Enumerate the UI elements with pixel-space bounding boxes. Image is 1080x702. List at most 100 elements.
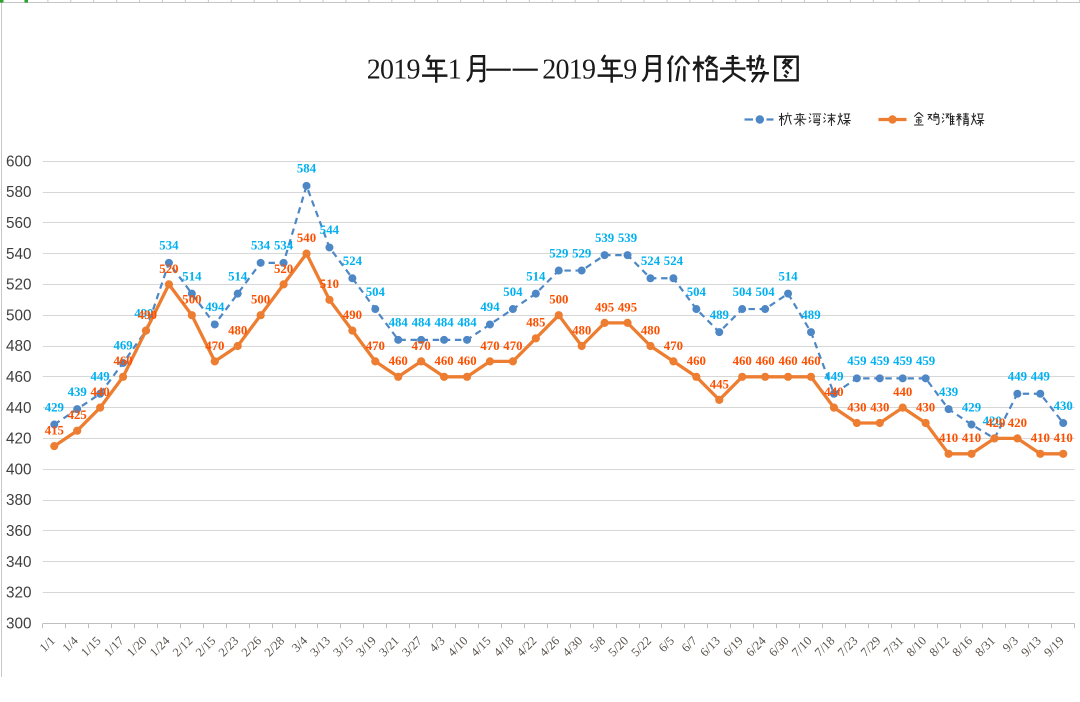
svg-text:544: 544 [320, 223, 340, 237]
svg-text:580: 580 [6, 184, 32, 201]
svg-text:484: 484 [412, 316, 432, 330]
svg-text:514: 514 [228, 269, 248, 283]
svg-text:429: 429 [962, 400, 981, 414]
svg-text:400: 400 [6, 461, 32, 478]
svg-text:485: 485 [526, 316, 545, 330]
svg-text:470: 470 [366, 339, 385, 353]
svg-text:340: 340 [6, 554, 32, 571]
svg-text:470: 470 [503, 339, 522, 353]
svg-text:534: 534 [251, 239, 271, 253]
svg-text:449: 449 [1008, 370, 1027, 384]
svg-text:459: 459 [870, 354, 889, 368]
svg-text:539: 539 [618, 231, 637, 245]
svg-text:449: 449 [90, 370, 109, 384]
svg-text:520: 520 [159, 262, 178, 276]
svg-text:514: 514 [778, 269, 798, 283]
svg-text:425: 425 [68, 408, 87, 422]
svg-text:460: 460 [434, 354, 453, 368]
svg-text:495: 495 [618, 300, 637, 314]
svg-text:484: 484 [389, 316, 409, 330]
svg-text:510: 510 [320, 277, 339, 291]
svg-text:529: 529 [549, 246, 568, 260]
svg-text:524: 524 [641, 254, 661, 268]
svg-text:489: 489 [710, 308, 729, 322]
svg-text:484: 484 [457, 316, 477, 330]
svg-text:460: 460 [687, 354, 706, 368]
svg-text:504: 504 [366, 285, 386, 299]
svg-text:504: 504 [733, 285, 753, 299]
svg-text:490: 490 [138, 308, 157, 322]
svg-text:500: 500 [251, 293, 270, 307]
svg-text:494: 494 [480, 300, 500, 314]
svg-text:484: 484 [434, 316, 454, 330]
svg-text:459: 459 [847, 354, 866, 368]
svg-text:529: 529 [572, 246, 591, 260]
svg-text:440: 440 [6, 400, 32, 417]
svg-text:410: 410 [962, 431, 981, 445]
svg-text:449: 449 [824, 370, 843, 384]
svg-text:380: 380 [6, 492, 32, 509]
svg-text:410: 410 [1031, 431, 1050, 445]
svg-text:440: 440 [90, 385, 109, 399]
svg-text:480: 480 [641, 323, 660, 337]
svg-text:420: 420 [983, 414, 1002, 428]
svg-text:584: 584 [297, 162, 317, 176]
svg-text:470: 470 [480, 339, 499, 353]
svg-text:439: 439 [68, 385, 87, 399]
svg-text:480: 480 [572, 323, 591, 337]
svg-text:490: 490 [134, 306, 153, 320]
svg-text:540: 540 [6, 246, 32, 263]
svg-text:500: 500 [182, 293, 201, 307]
svg-text:470: 470 [205, 339, 224, 353]
svg-text:480: 480 [228, 323, 247, 337]
svg-text:459: 459 [893, 354, 912, 368]
svg-text:415: 415 [45, 424, 64, 438]
svg-text:520: 520 [6, 277, 32, 294]
svg-text:460: 460 [113, 354, 132, 368]
svg-text:560: 560 [6, 215, 32, 232]
svg-text:2019: 2019 [542, 55, 595, 86]
svg-text:439: 439 [939, 385, 958, 399]
svg-text:420: 420 [6, 431, 32, 448]
svg-text:520: 520 [274, 262, 293, 276]
svg-text:430: 430 [847, 400, 866, 414]
svg-text:459: 459 [916, 354, 935, 368]
svg-text:420: 420 [986, 416, 1005, 430]
svg-text:420: 420 [1008, 416, 1027, 430]
svg-text:429: 429 [45, 400, 64, 414]
svg-text:524: 524 [664, 254, 684, 268]
svg-text:490: 490 [343, 308, 362, 322]
svg-text:489: 489 [801, 308, 820, 322]
svg-text:460: 460 [801, 354, 820, 368]
svg-text:504: 504 [687, 285, 707, 299]
svg-text:2019: 2019 [367, 55, 420, 86]
svg-text:534: 534 [159, 239, 179, 253]
svg-text:460: 460 [389, 354, 408, 368]
svg-text:460: 460 [457, 354, 476, 368]
svg-text:495: 495 [595, 300, 614, 314]
svg-text:460: 460 [733, 354, 752, 368]
svg-text:430: 430 [1054, 399, 1073, 413]
svg-text:480: 480 [6, 338, 32, 355]
svg-text:460: 460 [755, 354, 774, 368]
svg-text:460: 460 [6, 369, 32, 386]
svg-text:514: 514 [182, 269, 202, 283]
svg-text:534: 534 [274, 239, 294, 253]
svg-text:500: 500 [6, 307, 32, 324]
svg-text:460: 460 [778, 354, 797, 368]
svg-text:539: 539 [595, 231, 614, 245]
svg-text:1: 1 [448, 55, 461, 86]
svg-text:410: 410 [1054, 431, 1073, 445]
svg-text:500: 500 [549, 293, 568, 307]
svg-text:494: 494 [205, 300, 225, 314]
svg-text:430: 430 [916, 400, 935, 414]
svg-text:440: 440 [824, 385, 843, 399]
svg-text:504: 504 [503, 285, 523, 299]
svg-text:524: 524 [343, 254, 363, 268]
svg-text:470: 470 [412, 339, 431, 353]
svg-text:470: 470 [664, 339, 683, 353]
svg-text:9: 9 [623, 55, 636, 86]
svg-text:440: 440 [893, 385, 912, 399]
svg-text:600: 600 [6, 153, 32, 170]
svg-text:445: 445 [710, 377, 729, 391]
